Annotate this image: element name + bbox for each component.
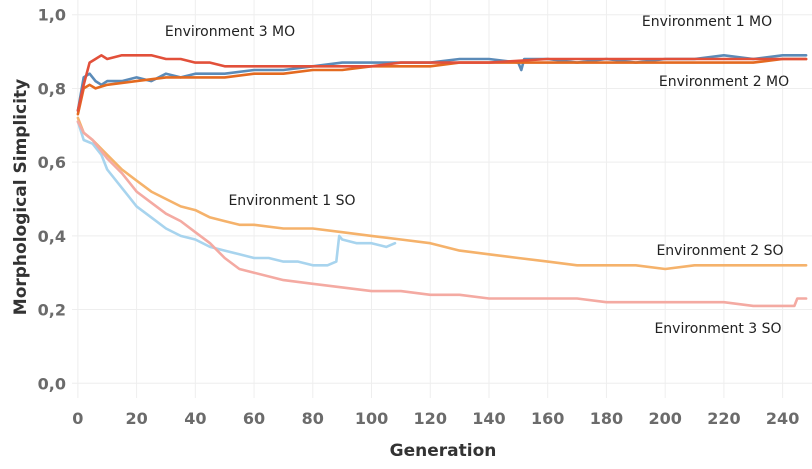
series-line-environment-2-mo [76, 57, 808, 116]
series-label-environment-2-so: Environment 2 SO [656, 243, 783, 259]
x-tick-label: 100 [355, 409, 388, 428]
x-tick-label: 120 [414, 409, 447, 428]
series-line-environment-3-so [76, 120, 808, 308]
series-line-environment-2-so [76, 116, 808, 271]
x-tick-label: 240 [766, 409, 799, 428]
axes: 0,0 0,2 0,4 0,6 0,8 1,0 0 20 40 60 80 100 120 140 160 1… [38, 6, 800, 428]
x-tick-label: 80 [302, 409, 324, 428]
series-lines [76, 54, 808, 308]
series-line-environment-3-mo [76, 54, 808, 112]
x-tick-label: 200 [648, 409, 681, 428]
y-tick-label: 0,4 [38, 227, 66, 246]
y-tick-label: 0,2 [38, 301, 66, 320]
series-labels: Environment 3 MO Environment 1 MO Environm… [165, 14, 789, 337]
series-label-environment-3-mo: Environment 3 MO [165, 24, 295, 40]
x-tick-label: 220 [707, 409, 740, 428]
x-axis-title: Generation [390, 441, 497, 461]
x-tick-label: 140 [472, 409, 505, 428]
series-label-environment-3-so: Environment 3 SO [654, 321, 781, 337]
y-tick-label: 1,0 [38, 6, 66, 25]
series-label-environment-2-mo: Environment 2 MO [659, 74, 789, 90]
series-line-environment-1-so [76, 120, 397, 267]
y-tick-label: 0,8 [38, 79, 66, 98]
series-label-environment-1-so: Environment 1 SO [228, 193, 355, 209]
x-tick-label: 60 [243, 409, 265, 428]
series-label-environment-1-mo: Environment 1 MO [642, 14, 772, 30]
x-tick-label: 160 [531, 409, 564, 428]
x-tick-label: 40 [184, 409, 206, 428]
y-tick-label: 0,6 [38, 153, 66, 172]
x-tick-label: 180 [590, 409, 623, 428]
x-tick-label: 20 [125, 409, 147, 428]
y-tick-label: 0,0 [38, 374, 66, 393]
y-axis-title: Morphological Simplicity [11, 79, 31, 315]
x-tick-label: 0 [72, 409, 83, 428]
